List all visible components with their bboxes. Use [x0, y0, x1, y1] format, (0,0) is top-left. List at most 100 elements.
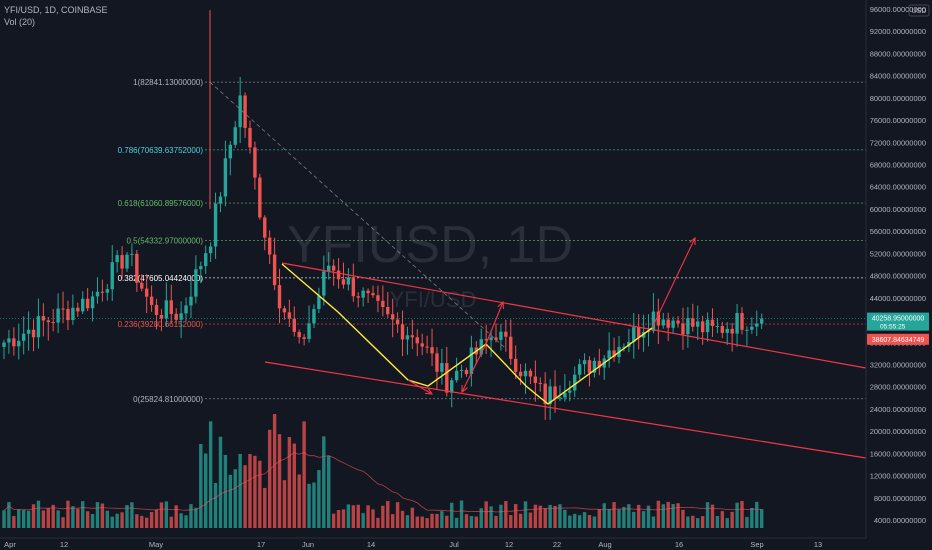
- candle-body[interactable]: [238, 95, 242, 128]
- candle-body[interactable]: [346, 277, 351, 285]
- volume-series[interactable]: [2, 414, 764, 528]
- candle-body[interactable]: [135, 253, 139, 283]
- candlestick-series[interactable]: [2, 10, 764, 420]
- candle-body[interactable]: [66, 308, 70, 321]
- candle-body[interactable]: [258, 177, 262, 218]
- candle-body[interactable]: [755, 323, 759, 327]
- candle-body[interactable]: [445, 363, 449, 393]
- candle-body[interactable]: [573, 374, 577, 391]
- candle-body[interactable]: [464, 370, 469, 375]
- candle-body[interactable]: [307, 323, 311, 339]
- candle-body[interactable]: [612, 350, 616, 358]
- candle-body[interactable]: [696, 321, 700, 327]
- candle-body[interactable]: [430, 347, 434, 354]
- candle-body[interactable]: [361, 290, 365, 298]
- candle-body[interactable]: [61, 308, 65, 310]
- candle-body[interactable]: [26, 329, 31, 334]
- candle-body[interactable]: [518, 371, 523, 377]
- candle-body[interactable]: [745, 329, 749, 331]
- arrow-line[interactable]: [651, 237, 696, 329]
- candle-body[interactable]: [691, 318, 695, 327]
- fib-trend-line[interactable]: [209, 81, 506, 349]
- candle-body[interactable]: [233, 127, 237, 145]
- candle-body[interactable]: [425, 346, 429, 348]
- candle-body[interactable]: [71, 307, 75, 321]
- candle-body[interactable]: [208, 246, 213, 254]
- candle-body[interactable]: [341, 279, 346, 285]
- candle-body[interactable]: [577, 364, 582, 375]
- candle-body[interactable]: [390, 314, 395, 320]
- candle-body[interactable]: [100, 291, 105, 293]
- candle-body[interactable]: [110, 262, 114, 290]
- candle-body[interactable]: [336, 270, 341, 280]
- candle-body[interactable]: [322, 271, 326, 296]
- candle-body[interactable]: [120, 255, 124, 269]
- candle-body[interactable]: [184, 305, 188, 314]
- candle-body[interactable]: [454, 370, 459, 381]
- candle-body[interactable]: [705, 319, 710, 333]
- time-axis[interactable]: Apr 12 May 17 Jun 14 Jul 12 22 Aug 16 Sep 13: [0, 537, 866, 550]
- candle-body[interactable]: [17, 340, 21, 347]
- candle-body[interactable]: [395, 319, 400, 325]
- candle-body[interactable]: [263, 217, 267, 238]
- candle-body[interactable]: [715, 326, 720, 328]
- candle-body[interactable]: [725, 328, 729, 333]
- arrow-line[interactable]: [407, 379, 433, 395]
- candle-body[interactable]: [2, 342, 6, 347]
- candle-body[interactable]: [81, 298, 85, 312]
- candle-body[interactable]: [164, 300, 169, 319]
- candle-body[interactable]: [523, 370, 528, 377]
- candle-body[interactable]: [681, 323, 685, 335]
- candle-body[interactable]: [95, 291, 100, 297]
- candle-body[interactable]: [597, 360, 602, 368]
- candle-body[interactable]: [292, 318, 296, 332]
- candle-body[interactable]: [21, 333, 26, 341]
- candle-body[interactable]: [46, 320, 50, 323]
- candle-body[interactable]: [228, 144, 233, 159]
- currency-badge[interactable]: [908, 4, 930, 17]
- candle-body[interactable]: [410, 335, 415, 338]
- candle-body[interactable]: [381, 300, 385, 308]
- candle-body[interactable]: [386, 307, 390, 315]
- candle-body[interactable]: [759, 318, 764, 324]
- candle-body[interactable]: [622, 346, 626, 348]
- channel-lower-line[interactable]: [264, 361, 867, 459]
- candle-body[interactable]: [90, 296, 95, 309]
- candle-body[interactable]: [297, 331, 301, 338]
- candle-body[interactable]: [376, 295, 380, 301]
- arrow-line[interactable]: [485, 301, 504, 345]
- candle-body[interactable]: [671, 320, 675, 328]
- candle-body[interactable]: [435, 353, 439, 372]
- candle-body[interactable]: [213, 203, 218, 247]
- candle-body[interactable]: [656, 311, 661, 326]
- candle-body[interactable]: [302, 337, 306, 339]
- candle-body[interactable]: [154, 304, 159, 315]
- candle-body[interactable]: [592, 360, 597, 373]
- candle-body[interactable]: [415, 337, 419, 344]
- symbol-legend[interactable]: YFI/USD, 1D, COINBASE: [4, 5, 108, 15]
- candle-body[interactable]: [169, 300, 173, 314]
- candle-body[interactable]: [533, 376, 538, 383]
- candle-body[interactable]: [312, 309, 316, 324]
- candle-body[interactable]: [730, 328, 734, 334]
- candle-body[interactable]: [740, 313, 744, 330]
- candle-body[interactable]: [558, 397, 562, 399]
- candle-body[interactable]: [12, 338, 16, 347]
- candle-body[interactable]: [223, 158, 228, 197]
- candle-body[interactable]: [405, 335, 410, 340]
- candle-body[interactable]: [105, 289, 110, 293]
- candle-body[interactable]: [125, 254, 129, 269]
- candle-body[interactable]: [159, 314, 164, 319]
- candle-body[interactable]: [632, 327, 636, 342]
- volume-legend[interactable]: Vol (20): [4, 17, 36, 27]
- candle-body[interactable]: [287, 312, 292, 319]
- candle-body[interactable]: [538, 382, 542, 384]
- candle-body[interactable]: [371, 293, 375, 296]
- candle-body[interactable]: [553, 386, 557, 399]
- candle-body[interactable]: [243, 95, 247, 128]
- candle-body[interactable]: [366, 290, 370, 294]
- candle-body[interactable]: [331, 265, 336, 271]
- candle-body[interactable]: [400, 324, 405, 340]
